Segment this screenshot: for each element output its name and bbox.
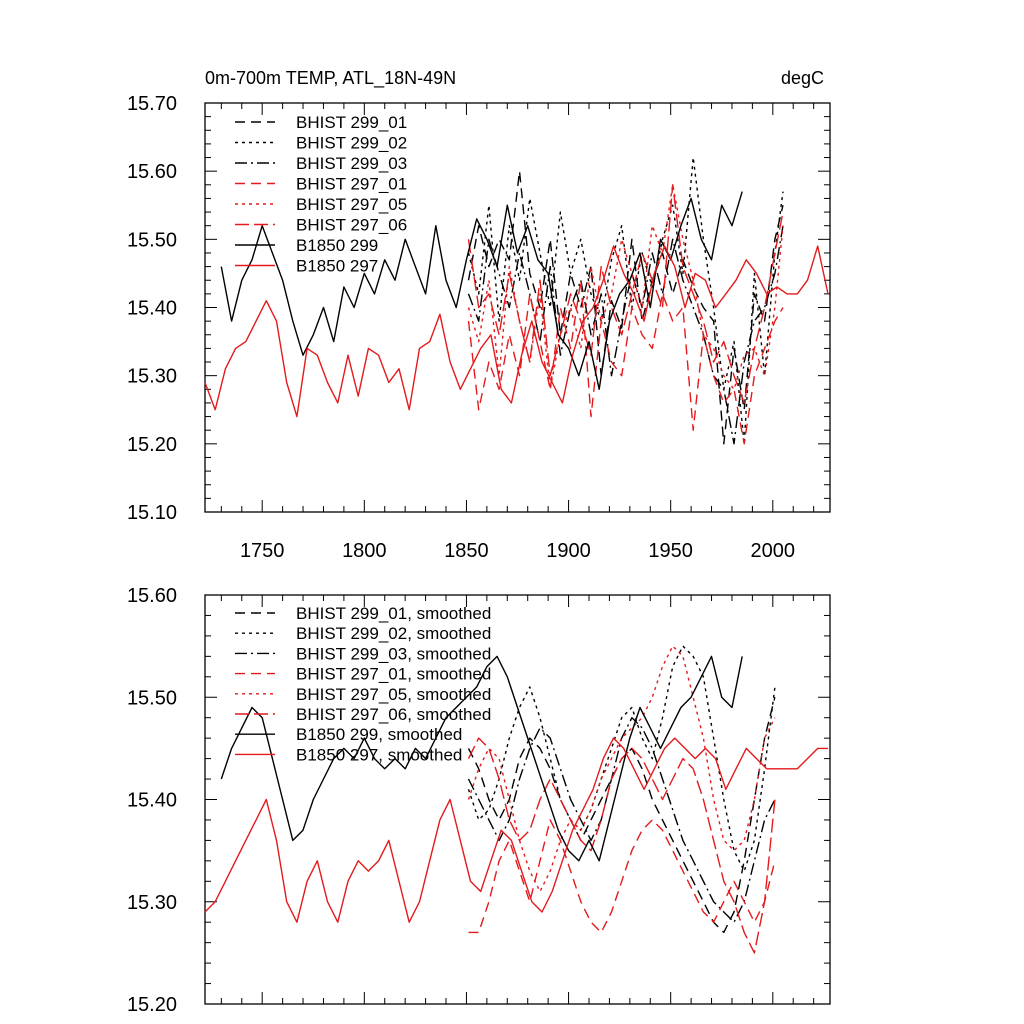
y-tick-label: 15.60 <box>127 585 177 607</box>
y-tick-label: 15.20 <box>127 994 177 1016</box>
series-line-bhist-299-03-smoothed <box>467 717 776 923</box>
series-line-b1850-297 <box>204 245 829 418</box>
y-tick-label: 15.70 <box>127 93 177 115</box>
top-y-tick-labels: 15.10 15.20 15.30 15.40 15.50 15.60 15.70 <box>127 93 177 524</box>
series-line-b1850-299 <box>220 191 743 390</box>
legend-entry-label: B1850 297, smoothed <box>296 745 462 764</box>
legend-entry-label: B1850 297 <box>296 257 378 276</box>
y-tick-label: 15.20 <box>127 434 177 456</box>
series-line-bhist-299-01 <box>467 170 784 445</box>
top-panel: 15.10 15.20 15.30 15.40 15.50 15.60 15.70 1750… <box>127 68 831 562</box>
series-line-bhist-297-01 <box>467 279 784 445</box>
top-series-group <box>204 156 829 445</box>
legend-entry-label: BHIST 297_06 <box>296 216 407 235</box>
x-tick-label: 1850 <box>444 540 489 562</box>
series-line-bhist-299-01-smoothed <box>467 697 776 934</box>
series-line-bhist-297-01-smoothed <box>468 819 776 934</box>
x-tick-label: 1800 <box>342 540 387 562</box>
bottom-panel: 15.20 15.30 15.40 15.50 15.60 BHIST 299_01, … <box>127 585 831 1016</box>
x-tick-label: 2000 <box>751 540 796 562</box>
legend-entry-label: BHIST 299_02, smoothed <box>296 624 491 643</box>
series-line-b1850-297-smoothed <box>204 737 828 923</box>
x-tick-label: 1750 <box>240 540 285 562</box>
y-tick-label: 15.60 <box>127 161 177 183</box>
legend-entry-label: BHIST 297_05, smoothed <box>296 685 491 704</box>
legend-entry-label: BHIST 297_01, smoothed <box>296 665 491 684</box>
x-tick-label: 1900 <box>546 540 591 562</box>
legend-entry-label: B1850 299 <box>296 236 378 255</box>
series-line-bhist-299-03 <box>467 225 784 445</box>
x-tick-label: 1950 <box>648 540 693 562</box>
y-tick-label: 15.30 <box>127 366 177 388</box>
y-tick-label: 15.50 <box>127 687 177 709</box>
series-line-bhist-299-02-smoothed <box>467 645 776 872</box>
y-tick-label: 15.30 <box>127 892 177 914</box>
series-line-bhist-297-06-smoothed <box>467 737 776 954</box>
legend-entry-label: BHIST 299_02 <box>296 134 407 153</box>
series-line-bhist-297-06 <box>467 184 784 404</box>
top-axis-ticks <box>205 102 830 513</box>
legend-entry-label: BHIST 297_05 <box>296 195 407 214</box>
legend-entry-label: B1850 299, smoothed <box>296 725 462 744</box>
bottom-axis-ticks <box>205 594 830 1005</box>
legend-entry-label: BHIST 299_01, smoothed <box>296 604 491 623</box>
series-line-bhist-297-05 <box>467 184 784 390</box>
legend-entry-label: BHIST 299_03 <box>296 154 407 173</box>
top-x-tick-labels: 1750 1800 1850 1900 1950 2000 <box>240 540 795 562</box>
legend-entry-label: BHIST 299_03, smoothed <box>296 644 491 663</box>
y-tick-label: 15.40 <box>127 790 177 812</box>
top-title-right: degC <box>781 68 824 88</box>
series-line-bhist-299-02 <box>467 156 784 445</box>
y-tick-label: 15.10 <box>127 502 177 524</box>
legend-entry-label: BHIST 297_01 <box>296 175 407 194</box>
top-title-left: 0m-700m TEMP, ATL_18N-49N <box>205 68 456 89</box>
bottom-series-group <box>204 645 828 954</box>
legend-entry-label: BHIST 299_01 <box>296 113 407 132</box>
y-tick-label: 15.50 <box>127 229 177 251</box>
legend-entry-label: BHIST 297_06, smoothed <box>296 705 491 724</box>
y-tick-label: 15.40 <box>127 298 177 320</box>
bottom-y-tick-labels: 15.20 15.30 15.40 15.50 15.60 <box>127 585 177 1016</box>
series-line-b1850-299-smoothed <box>220 655 743 862</box>
